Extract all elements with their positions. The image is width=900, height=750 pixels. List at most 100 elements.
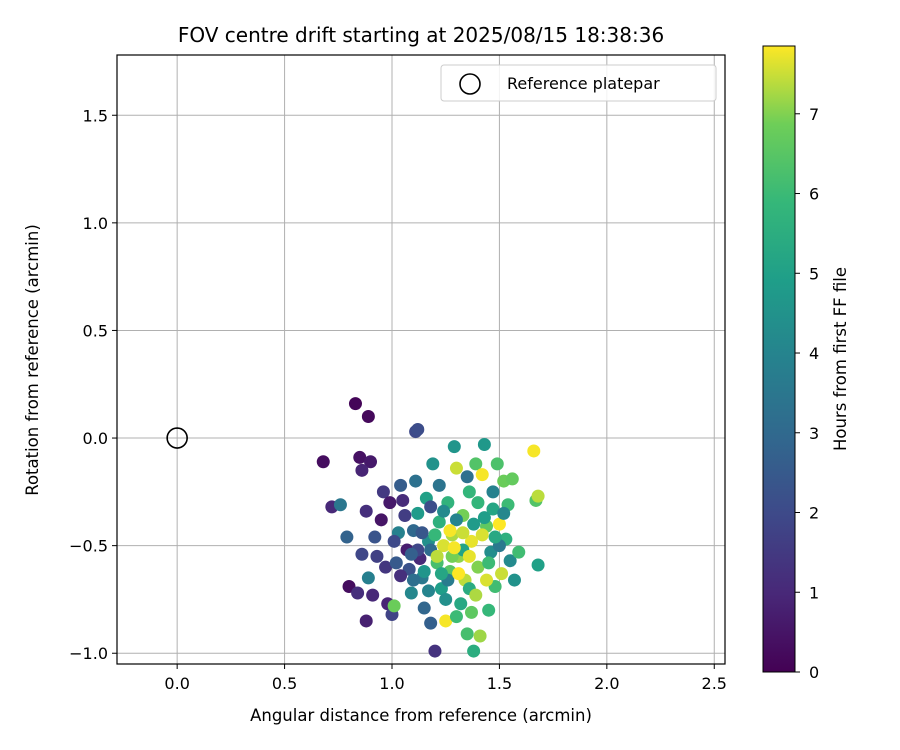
scatter-point	[464, 534, 478, 548]
scatter-point	[361, 571, 375, 585]
colorbar-gradient	[762, 45, 796, 673]
scatter-point	[473, 629, 487, 643]
scatter-point	[411, 506, 425, 520]
scatter-point	[383, 496, 397, 510]
scatter-point	[480, 573, 494, 587]
scatter-point	[411, 422, 425, 436]
scatter-point	[351, 586, 365, 600]
y-axis-ticks: −1.0 −0.5 0.0 0.5 1.0 1.5	[69, 106, 117, 663]
scatter-point	[467, 644, 481, 658]
colorbar-tick-label: 7	[809, 105, 819, 124]
scatter-point	[432, 478, 446, 492]
y-tick-label: 0.0	[83, 429, 108, 448]
scatter-point	[449, 513, 463, 527]
scatter-point	[447, 440, 461, 454]
scatter-point	[462, 549, 476, 563]
scatter-point	[477, 511, 491, 525]
scatter-point	[439, 592, 453, 606]
scatter-point	[452, 567, 466, 581]
scatter-point	[432, 515, 446, 529]
colorbar: 0 1 2 3 4 5 6 7 Hours from first FF file	[762, 45, 850, 682]
scatter-point	[409, 474, 423, 488]
scatter-point	[531, 558, 545, 572]
scatter-point	[406, 573, 420, 587]
scatter-point	[512, 545, 526, 559]
scatter-point	[437, 539, 451, 553]
scatter-point	[364, 455, 378, 469]
scatter-point	[503, 554, 517, 568]
scatter-point	[374, 513, 388, 527]
scatter-point	[417, 564, 431, 578]
colorbar-tick-label: 2	[809, 504, 819, 523]
y-tick-label: 0.5	[83, 321, 108, 340]
scatter-point	[531, 489, 545, 503]
y-axis-label: Rotation from reference (arcmin)	[23, 224, 42, 496]
legend-label: Reference platepar	[507, 74, 660, 93]
scatter-point	[359, 614, 373, 628]
y-tick-label: −1.0	[69, 644, 108, 663]
x-axis-label: Angular distance from reference (arcmin)	[250, 706, 592, 725]
colorbar-tick-label: 4	[809, 344, 819, 363]
x-tick-label: 0.0	[164, 674, 189, 693]
legend-marker-icon	[459, 73, 481, 95]
scatter-point	[404, 586, 418, 600]
colorbar-ticks: 0 1 2 3 4 5 6 7	[795, 105, 819, 682]
scatter-point	[355, 463, 369, 477]
colorbar-label: Hours from first FF file	[831, 267, 850, 451]
scatter-point	[424, 616, 438, 630]
scatter-point	[316, 455, 330, 469]
scatter-point	[471, 496, 485, 510]
scatter-point	[482, 603, 496, 617]
scatter-point	[467, 517, 481, 531]
scatter-point	[394, 569, 408, 583]
scatter-point	[415, 526, 429, 540]
scatter-point	[394, 478, 408, 492]
x-tick-label: 0.5	[272, 674, 297, 693]
scatter-point	[443, 524, 457, 538]
scatter-point	[488, 530, 502, 544]
scatter-point	[486, 485, 500, 499]
scatter-point	[469, 588, 483, 602]
x-tick-label: 1.5	[487, 674, 512, 693]
legend-box	[440, 64, 717, 102]
scatter-point	[477, 438, 491, 452]
scatter-point	[447, 541, 461, 555]
scatter-point	[490, 457, 504, 471]
scatter-point	[387, 534, 401, 548]
scatter-point	[492, 517, 506, 531]
scatter-point	[437, 504, 451, 518]
scatter-point	[398, 509, 412, 523]
scatter-point	[387, 599, 401, 613]
scatter-point	[434, 567, 448, 581]
scatter-point	[482, 556, 496, 570]
y-tick-label: −0.5	[69, 537, 108, 556]
colorbar-tick-label: 6	[809, 185, 819, 204]
scatter-point	[417, 601, 431, 615]
scatter-point	[404, 547, 418, 561]
x-axis-ticks: 0.0 0.5 1.0 1.5 2.0 2.5	[164, 664, 727, 693]
scatter-point	[422, 584, 436, 598]
scatter-point	[361, 410, 375, 424]
legend: Reference platepar	[440, 64, 717, 102]
x-tick-label: 2.5	[702, 674, 727, 693]
scatter-point	[359, 504, 373, 518]
scatter-point	[507, 573, 521, 587]
scatter-point	[424, 500, 438, 514]
scatter-point	[348, 397, 362, 411]
scatter-point	[353, 450, 367, 464]
colorbar-tick-label: 1	[809, 583, 819, 602]
scatter-point	[333, 498, 347, 512]
scatter-point	[370, 549, 384, 563]
scatter-point	[439, 614, 453, 628]
scatter-point	[471, 560, 485, 574]
scatter-point	[355, 547, 369, 561]
y-tick-label: 1.5	[83, 106, 108, 125]
scatter-point	[462, 485, 476, 499]
scatter-point	[505, 472, 519, 486]
grid-lines	[117, 55, 725, 664]
scatter-point	[495, 567, 509, 581]
x-tick-label: 1.0	[379, 674, 404, 693]
scatter-point	[460, 470, 474, 484]
colorbar-tick-label: 3	[809, 424, 819, 443]
